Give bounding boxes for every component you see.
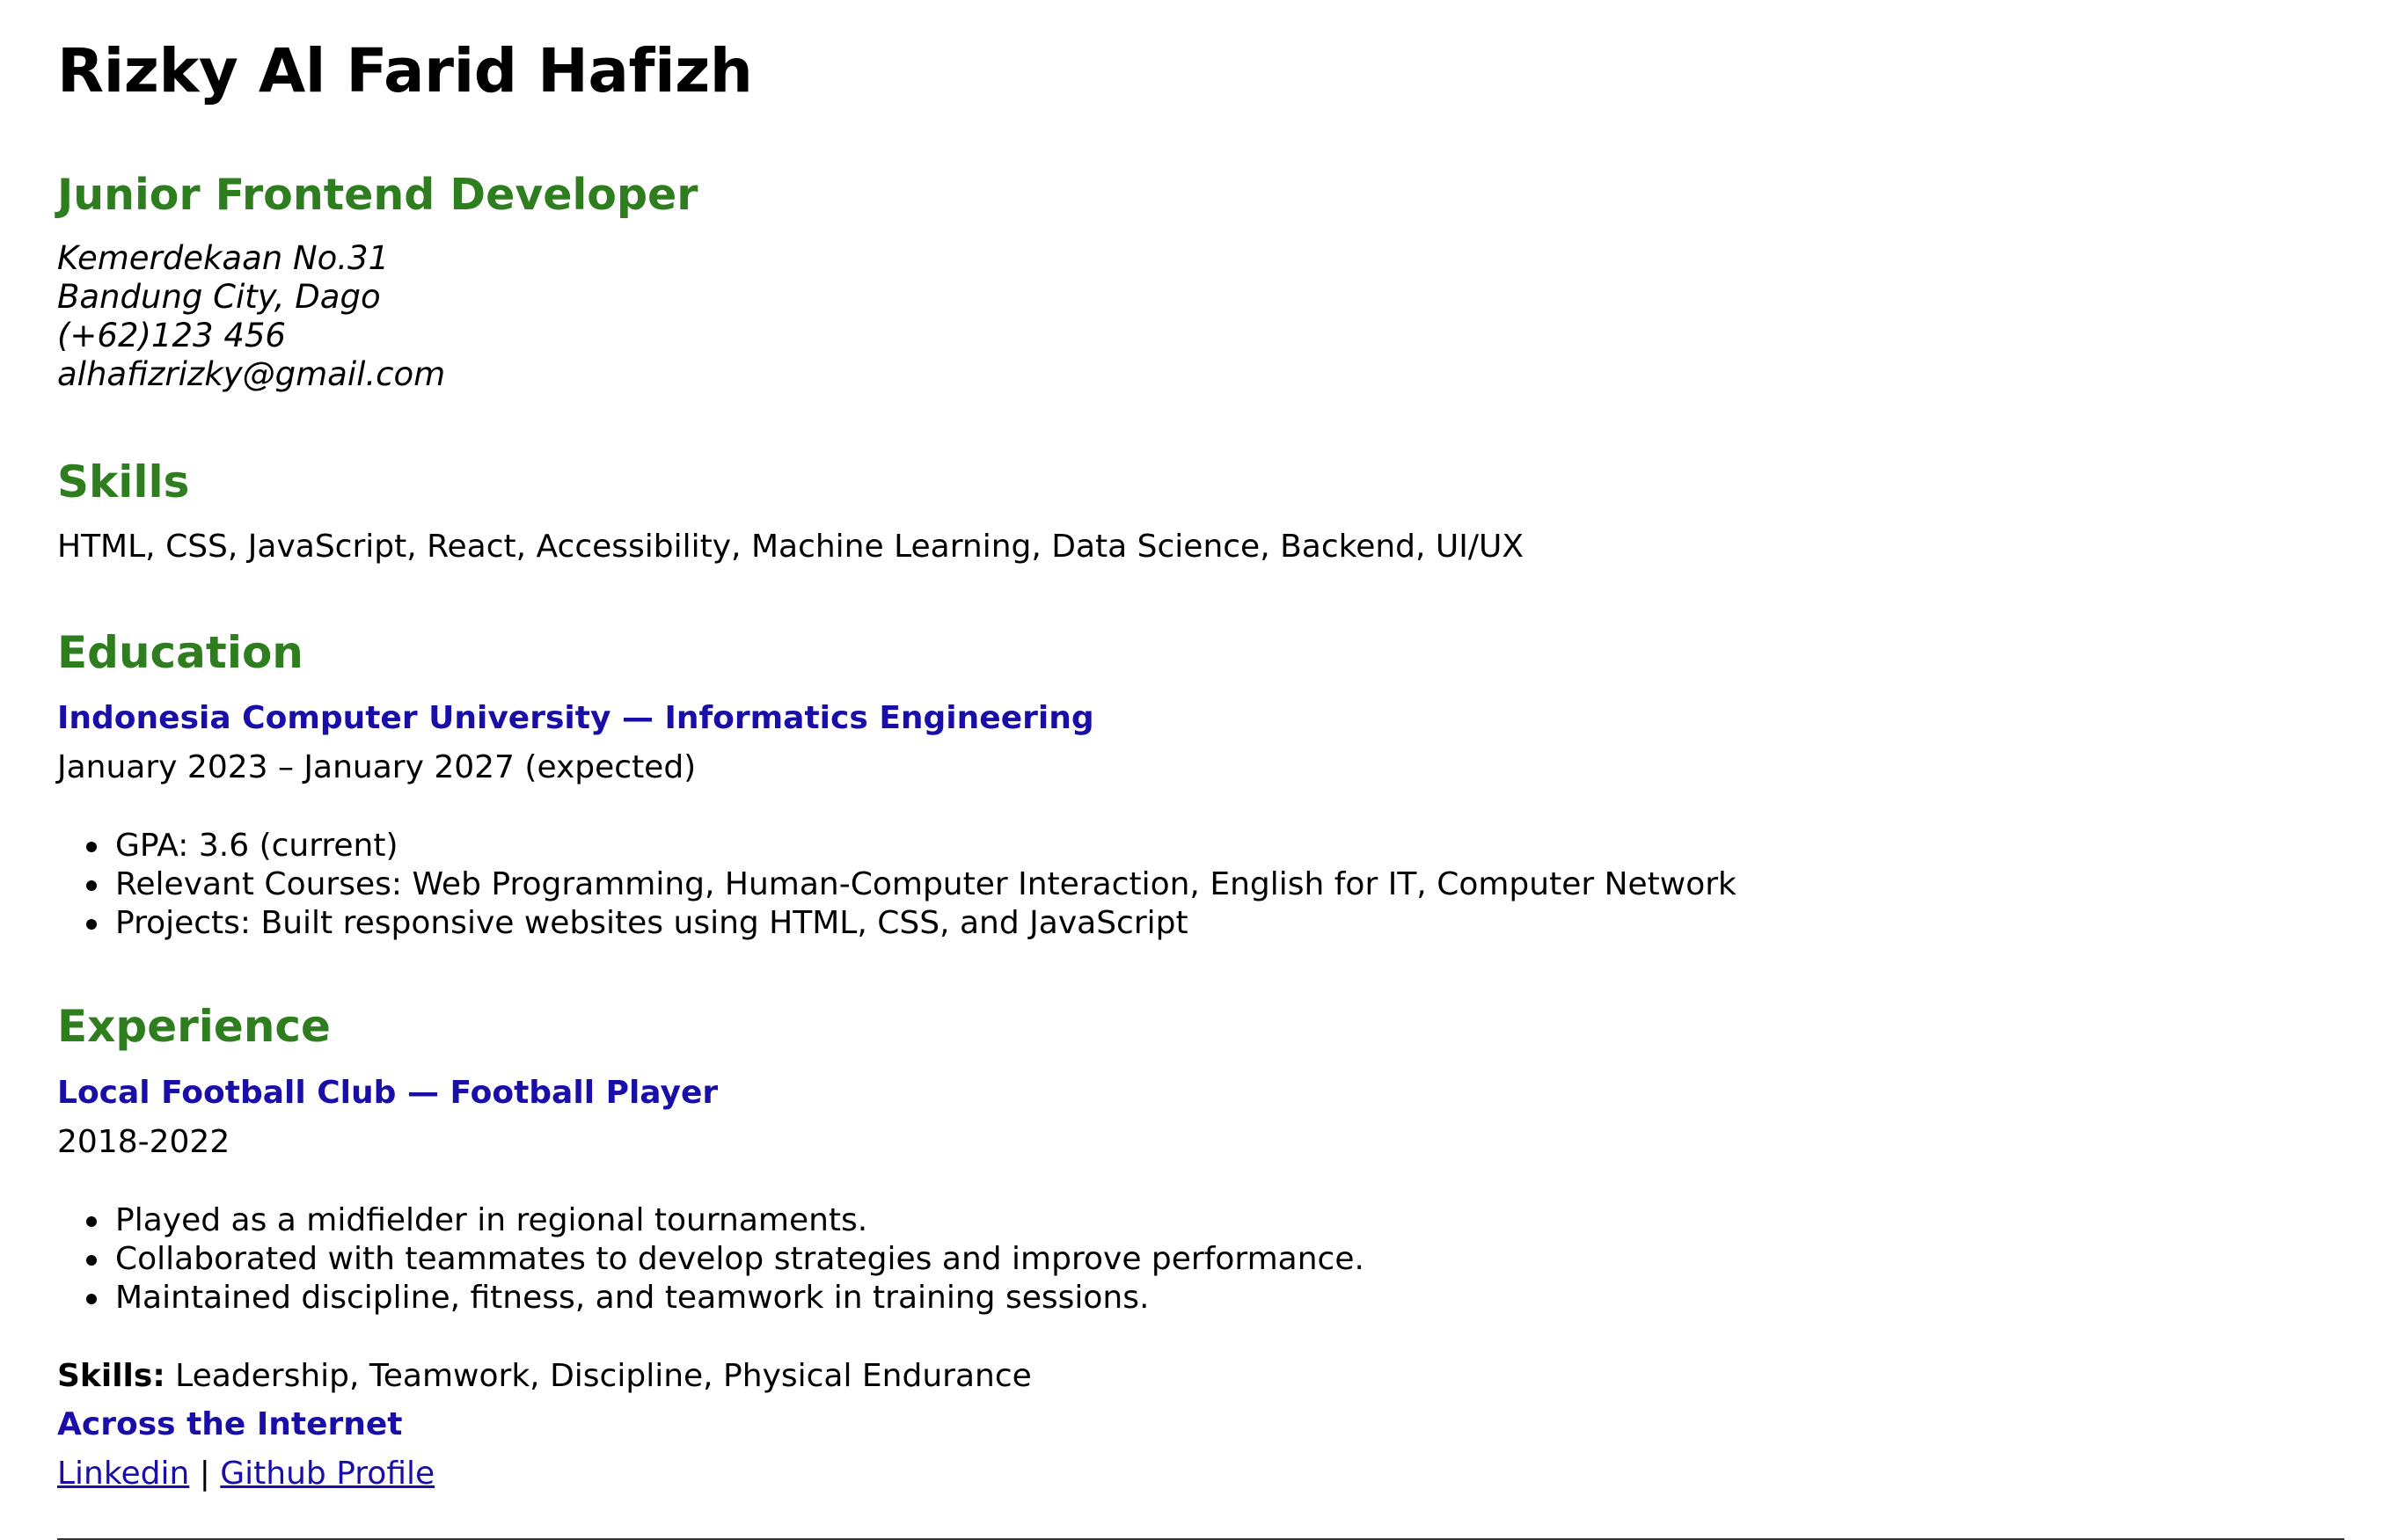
education-dates: January 2023 – January 2027 (expected) bbox=[57, 749, 697, 785]
education-details: GPA: 3.6 (current) Relevant Courses: Web… bbox=[57, 827, 1736, 943]
bullet-icon bbox=[86, 1294, 97, 1304]
list-item: Projects: Built responsive websites usin… bbox=[86, 904, 1736, 943]
experience-dates: 2018-2022 bbox=[57, 1124, 230, 1160]
list-item-text: Maintained discipline, fitness, and team… bbox=[115, 1280, 1150, 1316]
profile-links: Linkedin | Github Profile bbox=[57, 1455, 435, 1493]
resume-name: Rizky Al Farid Hafizh bbox=[57, 36, 753, 106]
bullet-icon bbox=[86, 1255, 97, 1266]
skills-list: HTML, CSS, JavaScript, React, Accessibil… bbox=[57, 529, 1524, 565]
list-item: Collaborated with teammates to develop s… bbox=[86, 1240, 1364, 1279]
experience-organization: Local Football Club — Football Player bbox=[57, 1075, 719, 1111]
skills-heading: Skills bbox=[57, 456, 190, 507]
bullet-icon bbox=[86, 880, 97, 891]
email-address: alhafizrizky@gmail.com bbox=[57, 355, 446, 393]
experience-details: Played as a midfielder in regional tourn… bbox=[57, 1201, 1364, 1317]
education-organization: Indonesia Computer University — Informat… bbox=[57, 700, 1094, 736]
list-item: GPA: 3.6 (current) bbox=[86, 827, 1736, 865]
address-line-2: Bandung City, Dago bbox=[57, 278, 381, 316]
experience-skills: Skills: Leadership, Teamwork, Discipline… bbox=[57, 1357, 1032, 1396]
list-item: Played as a midfielder in regional tourn… bbox=[86, 1201, 1364, 1240]
address-line-1: Kemerdekaan No.31 bbox=[57, 239, 390, 277]
experience-heading: Experience bbox=[57, 1001, 331, 1052]
list-item-text: Collaborated with teammates to develop s… bbox=[115, 1241, 1364, 1277]
contact-block: Kemerdekaan No.31 Bandung City, Dago (+6… bbox=[57, 239, 445, 394]
github-profile-link[interactable]: Github Profile bbox=[220, 1456, 435, 1492]
bullet-icon bbox=[86, 1216, 97, 1227]
bullet-icon bbox=[86, 842, 97, 852]
list-item-text: Projects: Built responsive websites usin… bbox=[115, 905, 1188, 941]
linkedin-link[interactable]: Linkedin bbox=[57, 1456, 190, 1492]
bullet-icon bbox=[86, 919, 97, 930]
phone-number: (+62)123 456 bbox=[57, 317, 286, 354]
job-title: Junior Frontend Developer bbox=[57, 170, 698, 220]
link-separator: | bbox=[189, 1456, 221, 1492]
experience-skills-text: Leadership, Teamwork, Discipline, Physic… bbox=[164, 1358, 1032, 1394]
list-item: Relevant Courses: Web Programming, Human… bbox=[86, 865, 1736, 904]
list-item-text: Relevant Courses: Web Programming, Human… bbox=[115, 866, 1736, 902]
list-item-text: Played as a midfielder in regional tourn… bbox=[115, 1202, 868, 1238]
list-item: Maintained discipline, fitness, and team… bbox=[86, 1279, 1364, 1317]
education-heading: Education bbox=[57, 627, 303, 678]
across-internet-heading: Across the Internet bbox=[57, 1406, 403, 1442]
list-item-text: GPA: 3.6 (current) bbox=[115, 828, 398, 864]
experience-skills-label: Skills: bbox=[57, 1358, 165, 1394]
